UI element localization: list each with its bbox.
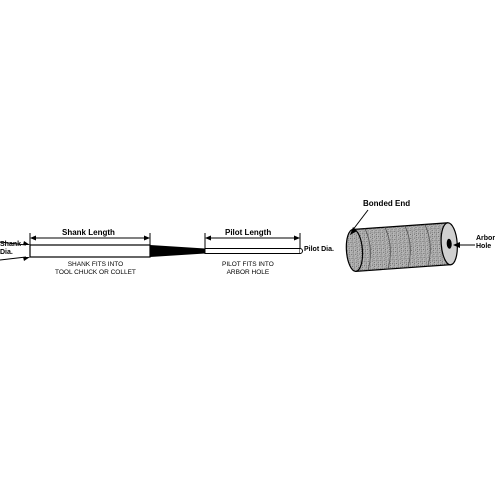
bonded-end-label: Bonded End [363,199,410,208]
shank-dia-line-bot [0,257,26,260]
shank-dia-arrow-bot [23,257,30,261]
shank-body [30,245,150,257]
pilot-dia-label: Pilot Dia. [304,246,334,253]
pilot-length-label: Pilot Length [225,228,271,237]
taper [150,245,205,257]
pilot-dim-arrow-left [205,236,211,241]
arbor-hole-label: ArborHole [476,235,495,250]
abrasive-roll [345,222,459,272]
shank-dim-arrow-right [144,236,150,241]
pilot-note: PILOT FITS INTOARBOR HOLE [222,261,274,277]
pilot-tip [300,249,303,254]
shank-dim-arrow-left [30,236,36,241]
shank-length-label: Shank Length [62,228,115,237]
pilot-dim-arrow-right [294,236,300,241]
mandrel-diagram: ShankDia. Shank Length Pilot Length Pilo… [0,205,501,325]
shank-dia-arrow-top [23,241,30,245]
shank-note: SHANK FITS INTOTOOL CHUCK OR COLLET [55,261,136,277]
bonded-end-line [352,210,368,231]
shank-dia-label: ShankDia. [0,241,21,256]
pilot-body [205,249,300,254]
